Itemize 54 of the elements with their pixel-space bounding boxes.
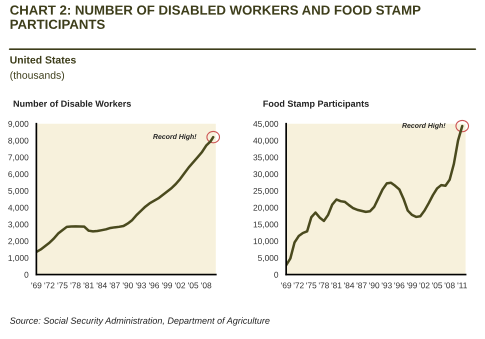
x-tick-label: '78 xyxy=(318,282,329,288)
x-tick-label: '72 xyxy=(44,282,54,288)
x-tick-label: '75 xyxy=(58,282,68,288)
x-tick-label: '05 xyxy=(188,282,198,288)
y-tick-label: 0 xyxy=(24,272,28,278)
x-tick-label: '99 xyxy=(162,282,172,288)
x-tick-label: '05 xyxy=(432,282,442,288)
x-tick-label: '90 xyxy=(369,282,380,288)
y-tick-label: 9,000 xyxy=(8,120,28,128)
x-tick-label: '84 xyxy=(344,282,354,288)
y-tick-label: 40,000 xyxy=(253,138,278,145)
y-axis-title: Number of Disable Workers xyxy=(14,100,131,107)
y-tick-label: 0 xyxy=(274,272,278,278)
x-tick-label: '08 xyxy=(201,282,212,288)
x-tick-label: '87 xyxy=(110,282,120,288)
y-tick-label: 20,000 xyxy=(253,204,278,212)
y-tick-label: 4,000 xyxy=(8,204,28,212)
source-note: Source: Social Security Administration, Department of Agriculture xyxy=(10,317,270,326)
x-tick-label: '84 xyxy=(96,282,107,288)
x-tick-label: '96 xyxy=(148,282,160,288)
y-tick-label: 1,000 xyxy=(8,255,28,262)
y-tick-label: 25,000 xyxy=(253,188,278,195)
y-tick-label: 2,000 xyxy=(8,238,28,246)
x-tick-label: '93 xyxy=(136,282,146,288)
y-tick-label: 7,000 xyxy=(8,154,28,162)
y-tick-label: 6,000 xyxy=(8,171,28,178)
x-tick-label: '81 xyxy=(331,282,342,288)
y-tick-label: 8,000 xyxy=(8,138,28,145)
chart-subtitle: United States (thousands) xyxy=(10,56,76,81)
x-tick-label: '96 xyxy=(394,282,404,288)
x-tick-label: '72 xyxy=(294,282,304,288)
y-tick-label: 10,000 xyxy=(254,238,278,246)
y-tick-label: 45,000 xyxy=(253,120,278,128)
x-tick-label: '08 xyxy=(444,282,455,288)
chart-title: CHART 2: NUMBER OF DISABLED WORKERS AND FOOD STAMP PARTICIPANTS xyxy=(10,5,420,29)
x-tick-label: '75 xyxy=(306,282,316,288)
x-tick-label: '78 xyxy=(70,282,81,288)
y-tick-label: 5,000 xyxy=(258,255,278,262)
x-tick-label: '11 xyxy=(458,282,467,288)
y-tick-label: 30,000 xyxy=(253,171,278,178)
y-axis-title: Food Stamp Participants xyxy=(263,100,369,109)
y-tick-label: 5,000 xyxy=(8,188,28,195)
x-tick-label: '99 xyxy=(406,282,417,288)
x-tick-label: '81 xyxy=(84,282,94,288)
x-tick-label: '93 xyxy=(382,282,392,288)
x-tick-label: '87 xyxy=(356,282,367,288)
y-tick-label: 35,000 xyxy=(253,154,278,162)
x-tick-label: '69 xyxy=(31,282,42,288)
x-tick-label: '02 xyxy=(175,282,186,288)
x-tick-label: '90 xyxy=(122,282,133,288)
y-tick-label: 15,000 xyxy=(254,222,278,228)
x-tick-label: '02 xyxy=(420,282,430,288)
x-tick-label: '69 xyxy=(281,282,292,288)
y-tick-label: 3,000 xyxy=(8,222,28,228)
